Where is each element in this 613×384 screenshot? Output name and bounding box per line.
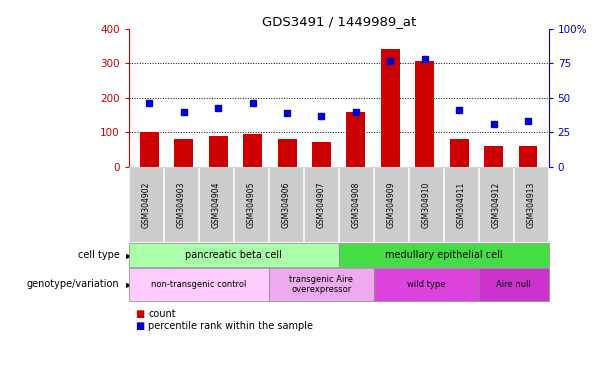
Text: genotype/variation: genotype/variation [27, 279, 120, 290]
Text: medullary epithelial cell: medullary epithelial cell [385, 250, 503, 260]
Bar [519, 146, 538, 167]
Bar [450, 139, 468, 167]
Text: transgenic Aire
overexpressor: transgenic Aire overexpressor [289, 275, 353, 294]
Text: count: count [148, 309, 176, 319]
Text: ►: ► [126, 279, 134, 290]
Text: ►: ► [126, 250, 134, 260]
Text: GSM304908: GSM304908 [352, 181, 360, 228]
Text: GSM304913: GSM304913 [527, 181, 536, 228]
Bar [174, 139, 193, 167]
Title: GDS3491 / 1449989_at: GDS3491 / 1449989_at [262, 15, 416, 28]
Bar [312, 142, 331, 167]
Text: ■: ■ [135, 321, 144, 331]
Text: ■: ■ [135, 309, 144, 319]
Bar [140, 132, 159, 167]
Text: GSM304906: GSM304906 [282, 181, 291, 228]
Text: GSM304911: GSM304911 [457, 181, 466, 228]
Text: GSM304902: GSM304902 [142, 181, 151, 228]
Text: GSM304907: GSM304907 [317, 181, 326, 228]
Bar [346, 112, 365, 167]
Bar [415, 61, 434, 167]
Text: wild type: wild type [407, 280, 446, 289]
Text: non-transgenic control: non-transgenic control [151, 280, 246, 289]
Bar [381, 49, 400, 167]
Text: GSM304905: GSM304905 [246, 181, 256, 228]
Bar [209, 136, 227, 167]
Text: GSM304903: GSM304903 [177, 181, 186, 228]
Text: GSM304910: GSM304910 [422, 181, 431, 228]
Bar [484, 146, 503, 167]
Text: GSM304909: GSM304909 [387, 181, 395, 228]
Text: GSM304912: GSM304912 [492, 181, 501, 228]
Bar [278, 139, 297, 167]
Text: pancreatic beta cell: pancreatic beta cell [185, 250, 282, 260]
Text: Aire null: Aire null [496, 280, 531, 289]
Text: percentile rank within the sample: percentile rank within the sample [148, 321, 313, 331]
Text: cell type: cell type [78, 250, 120, 260]
Text: GSM304904: GSM304904 [211, 181, 221, 228]
Bar [243, 134, 262, 167]
